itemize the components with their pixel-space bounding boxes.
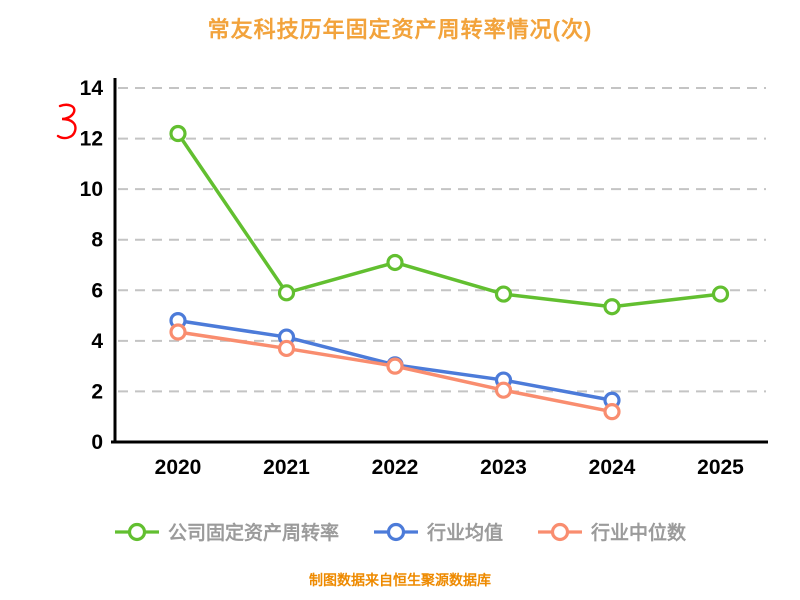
svg-text:14: 14 bbox=[80, 77, 104, 100]
svg-text:2022: 2022 bbox=[372, 456, 419, 479]
chart-title: 常友科技历年固定资产周转率情况(次) bbox=[207, 17, 593, 42]
blue-circle-marker-icon bbox=[373, 522, 418, 541]
svg-text:10: 10 bbox=[80, 178, 103, 201]
legend-label-company-turnover: 公司固定资产周转率 bbox=[167, 523, 339, 544]
orange-circle-marker-icon bbox=[538, 522, 582, 541]
source-caption: 制图数据来自恒生聚源数据库 bbox=[309, 572, 491, 588]
svg-text:2020: 2020 bbox=[155, 456, 202, 479]
svg-text:0: 0 bbox=[91, 431, 103, 454]
legend-item-industry-median: 行业中位数 bbox=[537, 518, 686, 545]
svg-text:2025: 2025 bbox=[697, 456, 744, 479]
svg-text:12: 12 bbox=[80, 128, 103, 151]
legend-label-industry-mean: 行业均值 bbox=[426, 523, 503, 544]
chart-plot: 0 2 4 6 8 10 12 14 2020 2021 2022 2023 2024 2025 bbox=[80, 77, 768, 479]
svg-text:2021: 2021 bbox=[263, 456, 310, 479]
green-circle-marker-icon bbox=[114, 522, 159, 541]
svg-text:2023: 2023 bbox=[480, 456, 527, 479]
chart-legend: 公司固定资产周转率 行业均值 行业中位数 bbox=[0, 518, 800, 545]
svg-text:4: 4 bbox=[91, 330, 103, 353]
svg-text:6: 6 bbox=[91, 279, 103, 302]
svg-text:2: 2 bbox=[91, 380, 103, 403]
svg-text:8: 8 bbox=[91, 229, 103, 252]
svg-text:2024: 2024 bbox=[589, 456, 636, 479]
legend-item-company-turnover: 公司固定资产周转率 bbox=[114, 518, 339, 545]
legend-label-industry-median: 行业中位数 bbox=[591, 523, 687, 544]
red-squiggle-mark bbox=[56, 103, 77, 140]
legend-item-industry-mean: 行业均值 bbox=[373, 518, 503, 545]
